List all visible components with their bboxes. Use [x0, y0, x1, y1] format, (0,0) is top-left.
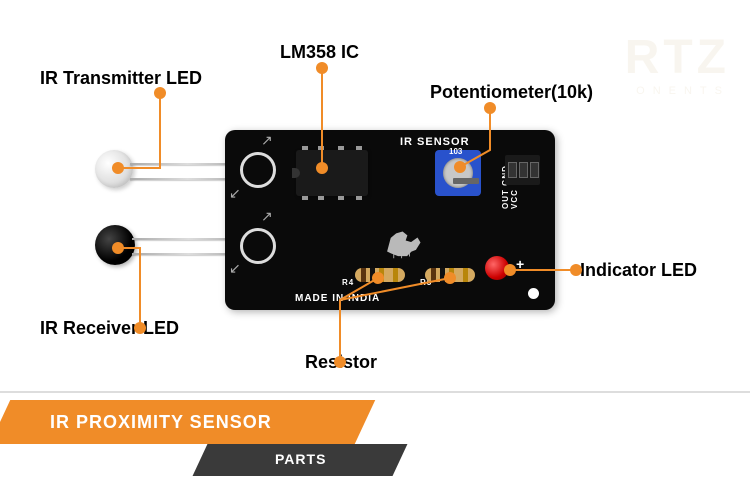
ir-transmitter-led [95, 150, 133, 188]
label-lm358: LM358 IC [280, 42, 359, 63]
label-ir-rx: IR Receiver LED [40, 318, 179, 339]
potentiometer: 103 [435, 150, 481, 196]
hole [240, 152, 276, 188]
resistor-r5 [425, 268, 475, 282]
hole [240, 228, 276, 264]
watermark-sub: ONENTS [636, 85, 730, 97]
ir-receiver-led [95, 225, 135, 265]
lion-icon [380, 225, 425, 260]
arrow-silk: ↗ [261, 132, 273, 149]
arrow-silk: ↙ [229, 260, 241, 277]
indicator-led [485, 256, 509, 280]
plus-mark: + [516, 256, 524, 272]
label-ir-tx: IR Transmitter LED [40, 68, 202, 89]
pot-value: 103 [449, 147, 462, 156]
resistor-r4 [355, 268, 405, 282]
mounting-hole [528, 288, 539, 299]
arrow-silk: ↙ [229, 185, 241, 202]
silk-r4: R4 [342, 278, 354, 287]
watermark: RTZ [625, 30, 730, 85]
arrow-silk: ↗ [261, 208, 273, 225]
label-pot: Potentiometer(10k) [430, 82, 593, 103]
header-pins [505, 155, 540, 185]
page-subtitle: PARTS [275, 451, 326, 467]
silk-made: MADE IN INDIA [295, 293, 380, 304]
page-title: IR PROXIMITY SENSOR [50, 412, 272, 433]
separator [0, 391, 750, 393]
lm358-ic [296, 150, 368, 196]
pot-knob [443, 158, 473, 188]
ic-notch [292, 168, 300, 178]
label-indicator-led: Indicator LED [580, 260, 697, 281]
label-resistor: Resistor [305, 352, 377, 373]
